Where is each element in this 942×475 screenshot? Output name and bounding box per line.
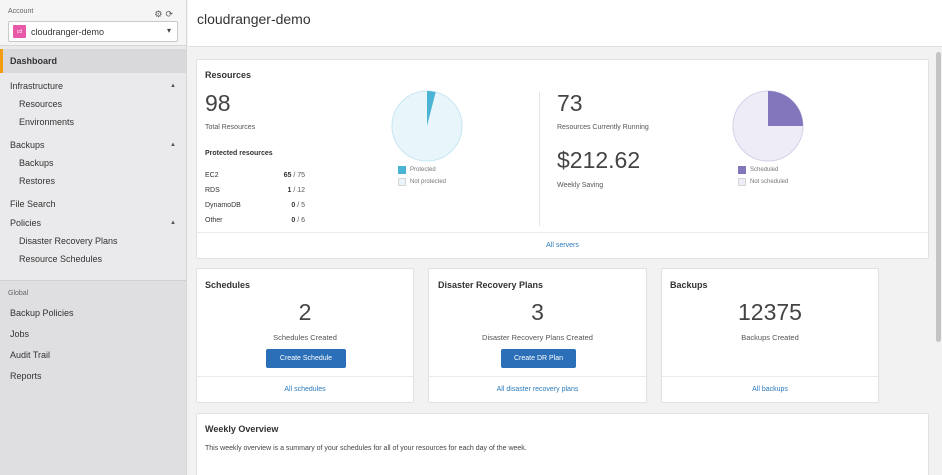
table-row: RDS 1 / 12 xyxy=(205,183,305,198)
total-resources-count: 98 xyxy=(205,90,231,116)
collapse-icon: ▲ xyxy=(170,142,176,148)
protected-legend: Protected Not protected xyxy=(398,164,446,188)
resources-panel: Resources 98 Total Resources Protected r… xyxy=(196,59,929,259)
sidebar-group-policies[interactable]: Policies ▲ xyxy=(0,215,186,232)
resource-count: 1 / 12 xyxy=(287,187,305,194)
dr-plans-title: Disaster Recovery Plans xyxy=(438,280,544,290)
backups-card: Backups 12375 Backups Created All backup… xyxy=(661,268,879,403)
weekly-saving-label: Weekly Saving xyxy=(557,182,604,189)
sidebar-item-restores[interactable]: Restores xyxy=(19,176,56,186)
schedules-label: Schedules Created xyxy=(273,333,337,342)
all-schedules-link[interactable]: All schedules xyxy=(197,376,413,402)
sidebar-group-backups[interactable]: Backups ▲ xyxy=(0,137,186,154)
sidebar-group-label: Backups xyxy=(10,140,45,150)
legend-swatch xyxy=(738,178,746,186)
schedules-card: Schedules 2 Schedules Created Create Sch… xyxy=(196,268,414,403)
page-title: cloudranger-demo xyxy=(197,11,311,27)
protected-resources-table: EC2 65 / 75 RDS 1 / 12 DynamoDB 0 / 5 Ot… xyxy=(205,168,305,228)
dr-plans-card: Disaster Recovery Plans 3 Disaster Recov… xyxy=(428,268,647,403)
resource-type: EC2 xyxy=(205,172,219,179)
all-backups-link[interactable]: All backups xyxy=(662,376,878,402)
collapse-icon: ▲ xyxy=(170,83,176,89)
global-section: Global Backup Policies Jobs Audit Trail … xyxy=(0,280,186,475)
table-row: Other 0 / 6 xyxy=(205,213,305,228)
sidebar-item-environments[interactable]: Environments xyxy=(19,117,75,127)
collapse-icon: ▲ xyxy=(170,220,176,226)
weekly-overview-panel: Weekly Overview This weekly overview is … xyxy=(196,413,929,475)
account-section: Account ⚙⟳ cd cloudranger-demo ▾ xyxy=(0,0,186,46)
resource-count: 0 / 5 xyxy=(291,202,305,209)
account-label: Account xyxy=(8,8,34,15)
table-row: EC2 65 / 75 xyxy=(205,168,305,183)
legend-swatch xyxy=(738,166,746,174)
backups-count: 12375 xyxy=(738,299,802,325)
account-tools: ⚙⟳ xyxy=(154,9,176,20)
sidebar-item-dashboard[interactable]: Dashboard xyxy=(0,49,186,73)
create-schedule-button[interactable]: Create Schedule xyxy=(266,349,346,368)
all-servers-link[interactable]: All servers xyxy=(197,232,928,258)
gear-icon[interactable]: ⚙ xyxy=(154,9,166,19)
legend-swatch xyxy=(398,178,406,186)
sidebar-item-audit-trail[interactable]: Audit Trail xyxy=(10,350,51,360)
sidebar-item-jobs[interactable]: Jobs xyxy=(10,329,30,339)
resources-title: Resources xyxy=(205,70,252,80)
legend-swatch xyxy=(398,166,406,174)
resource-count: 0 / 6 xyxy=(291,217,305,224)
total-resources-label: Total Resources xyxy=(205,124,256,131)
weekly-overview-description: This weekly overview is a summary of you… xyxy=(205,445,527,452)
legend-item: Not protected xyxy=(398,176,446,188)
resource-type: Other xyxy=(205,217,223,224)
resource-count: 65 / 75 xyxy=(283,172,305,179)
running-count: 73 xyxy=(557,90,583,116)
table-row: DynamoDB 0 / 5 xyxy=(205,198,305,213)
resource-type: RDS xyxy=(205,187,220,194)
resource-type: DynamoDB xyxy=(205,202,241,209)
dr-plans-label: Disaster Recovery Plans Created xyxy=(482,333,593,342)
weekly-overview-title: Weekly Overview xyxy=(205,424,279,434)
sidebar-item-resource-schedules[interactable]: Resource Schedules xyxy=(19,254,103,264)
sidebar-item-backups[interactable]: Backups xyxy=(19,158,54,168)
sidebar-item-file-search[interactable]: File Search xyxy=(10,199,56,209)
sidebar-group-infrastructure[interactable]: Infrastructure ▲ xyxy=(0,78,186,95)
backups-label: Backups Created xyxy=(741,333,799,342)
sidebar-item-resources[interactable]: Resources xyxy=(19,99,63,109)
account-select[interactable]: cd cloudranger-demo ▾ xyxy=(8,21,178,42)
account-name: cloudranger-demo xyxy=(31,26,105,37)
sidebar: Account ⚙⟳ cd cloudranger-demo ▾ Dashboa… xyxy=(0,0,187,475)
legend-item: Scheduled xyxy=(738,164,788,176)
legend-item: Protected xyxy=(398,164,446,176)
legend-item: Not scheduled xyxy=(738,176,788,188)
schedules-title: Schedules xyxy=(205,280,251,290)
pie-slice-scheduled xyxy=(768,91,803,126)
sidebar-group-label: Infrastructure xyxy=(10,81,64,91)
scrollbar-thumb[interactable] xyxy=(936,52,941,342)
refresh-icon[interactable]: ⟳ xyxy=(165,9,176,19)
schedules-count: 2 xyxy=(298,299,312,325)
protected-heading: Protected resources xyxy=(205,150,273,157)
sidebar-item-reports[interactable]: Reports xyxy=(10,371,42,381)
account-avatar: cd xyxy=(13,25,26,38)
create-dr-plan-button[interactable]: Create DR Plan xyxy=(501,349,576,368)
running-label: Resources Currently Running xyxy=(557,124,649,131)
scheduled-legend: Scheduled Not scheduled xyxy=(738,164,788,188)
divider xyxy=(539,92,540,226)
global-label: Global xyxy=(8,290,29,297)
scheduled-pie-chart xyxy=(732,90,804,162)
dr-plans-count: 3 xyxy=(531,299,544,325)
sidebar-item-dr-plans[interactable]: Disaster Recovery Plans xyxy=(19,236,118,246)
protected-pie-chart xyxy=(391,90,463,162)
sidebar-item-backup-policies[interactable]: Backup Policies xyxy=(10,308,74,318)
pie-slice-protected xyxy=(427,91,436,126)
all-dr-plans-link[interactable]: All disaster recovery plans xyxy=(429,376,646,402)
backups-title: Backups xyxy=(670,280,708,290)
page-header: cloudranger-demo xyxy=(188,0,942,47)
caret-down-icon: ▾ xyxy=(166,26,171,35)
weekly-saving-value: $212.62 xyxy=(557,147,641,173)
sidebar-group-label: Policies xyxy=(10,218,42,228)
